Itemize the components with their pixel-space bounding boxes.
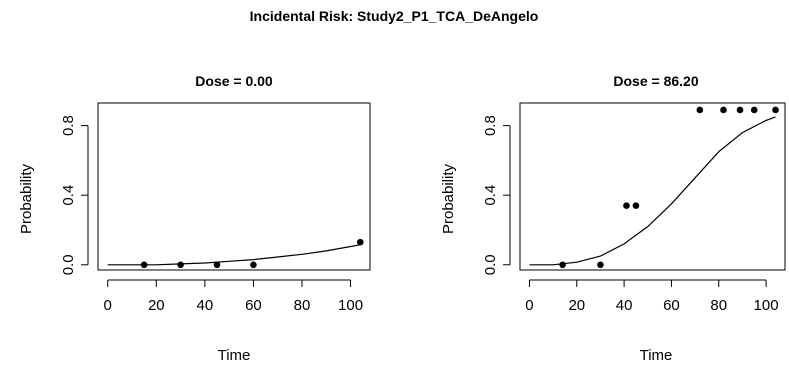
data-point [736,106,744,114]
x-tick-label: 40 [197,297,214,314]
data-point [140,261,148,269]
y-axis-label: Probability [18,163,35,234]
data-point [597,261,604,269]
x-tick-label: 20 [148,297,165,314]
data-point [250,261,257,269]
x-tick-label: 20 [568,297,585,314]
panel-dose-0: Dose = 0.00 Time Probability 0 20 40 60 80 10… [18,73,371,364]
fitted-curve-line [529,116,776,266]
x-tick-label: 60 [245,297,262,314]
data-point [772,106,779,114]
y-tick-label: 0.4 [60,185,77,206]
panel-dose-86: Dose = 86.20 Time Probability 0 20 40 60 80 1… [440,73,786,364]
x-axis-label: Time [640,347,673,364]
x-tick-label: 100 [754,297,779,314]
y-tick-label: 0.8 [60,115,77,136]
data-point [720,106,727,114]
x-tick-label: 0 [104,297,112,314]
x-tick-label: 0 [525,297,533,314]
y-tick-label: 0.8 [482,115,499,136]
data-point [623,202,630,209]
x-tick-label: 80 [294,297,311,314]
x-tick-label: 60 [663,297,680,314]
data-point [696,106,704,114]
data-point [559,261,566,269]
data-point [213,261,221,269]
data-point [356,238,364,246]
data-point [632,202,640,209]
y-tick-label: 0.0 [482,254,499,275]
y-axis-label: Probability [440,163,457,234]
x-tick-label: 100 [338,297,363,314]
figure-title: Incidental Risk: Study2_P1_TCA_DeAngelo [250,8,539,24]
data-point [750,106,758,114]
x-tick-label: 40 [616,297,633,314]
y-tick-label: 0.0 [60,254,77,275]
y-tick-label: 0.4 [482,185,499,206]
data-point [177,261,184,269]
panel-title: Dose = 0.00 [195,73,273,89]
x-tick-label: 80 [710,297,727,314]
panel-title: Dose = 86.20 [613,73,698,89]
fitted-curve-line [107,244,361,266]
x-axis-label: Time [218,347,251,364]
plot-frame [97,102,371,271]
plot-frame [519,102,786,271]
